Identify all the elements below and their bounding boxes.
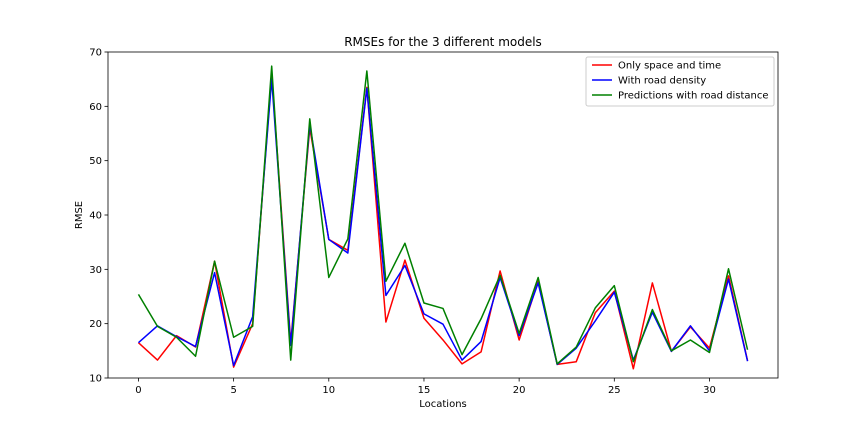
y-tick-label: 70 [89, 48, 102, 59]
x-tick-label: 15 [418, 385, 431, 396]
y-tick-label: 30 [89, 265, 102, 276]
y-axis-ticks: 10 20 30 40 50 60 70 [89, 48, 108, 385]
y-tick-label: 60 [89, 102, 102, 113]
legend-label-3: Predictions with road distance [618, 91, 769, 102]
series-line-1 [137, 72, 749, 370]
x-tick-label: 20 [513, 385, 526, 396]
legend-label-1: Only space and time [618, 61, 721, 72]
x-tick-label: 10 [322, 385, 335, 396]
series-line-3 [137, 65, 749, 365]
legend: Only space and time With road density Pred… [585, 56, 775, 107]
plot-lines [137, 65, 749, 370]
x-tick-label: 25 [608, 385, 621, 396]
x-axis-ticks: 0 5 10 15 20 25 30 [135, 378, 716, 396]
legend-box [585, 56, 775, 107]
y-tick-label: 20 [89, 319, 102, 330]
y-tick-label: 10 [89, 374, 102, 385]
y-tick-label: 40 [89, 211, 102, 222]
chart-title: RMSEs for the 3 different models [344, 35, 542, 49]
x-axis-label: Locations [419, 399, 467, 410]
x-tick-label: 5 [230, 385, 236, 396]
x-tick-label: 0 [135, 385, 141, 396]
y-axis-label: RMSE [74, 201, 85, 229]
x-tick-label: 30 [703, 385, 716, 396]
y-tick-label: 50 [89, 156, 102, 167]
legend-label-2: With road density [618, 76, 706, 87]
